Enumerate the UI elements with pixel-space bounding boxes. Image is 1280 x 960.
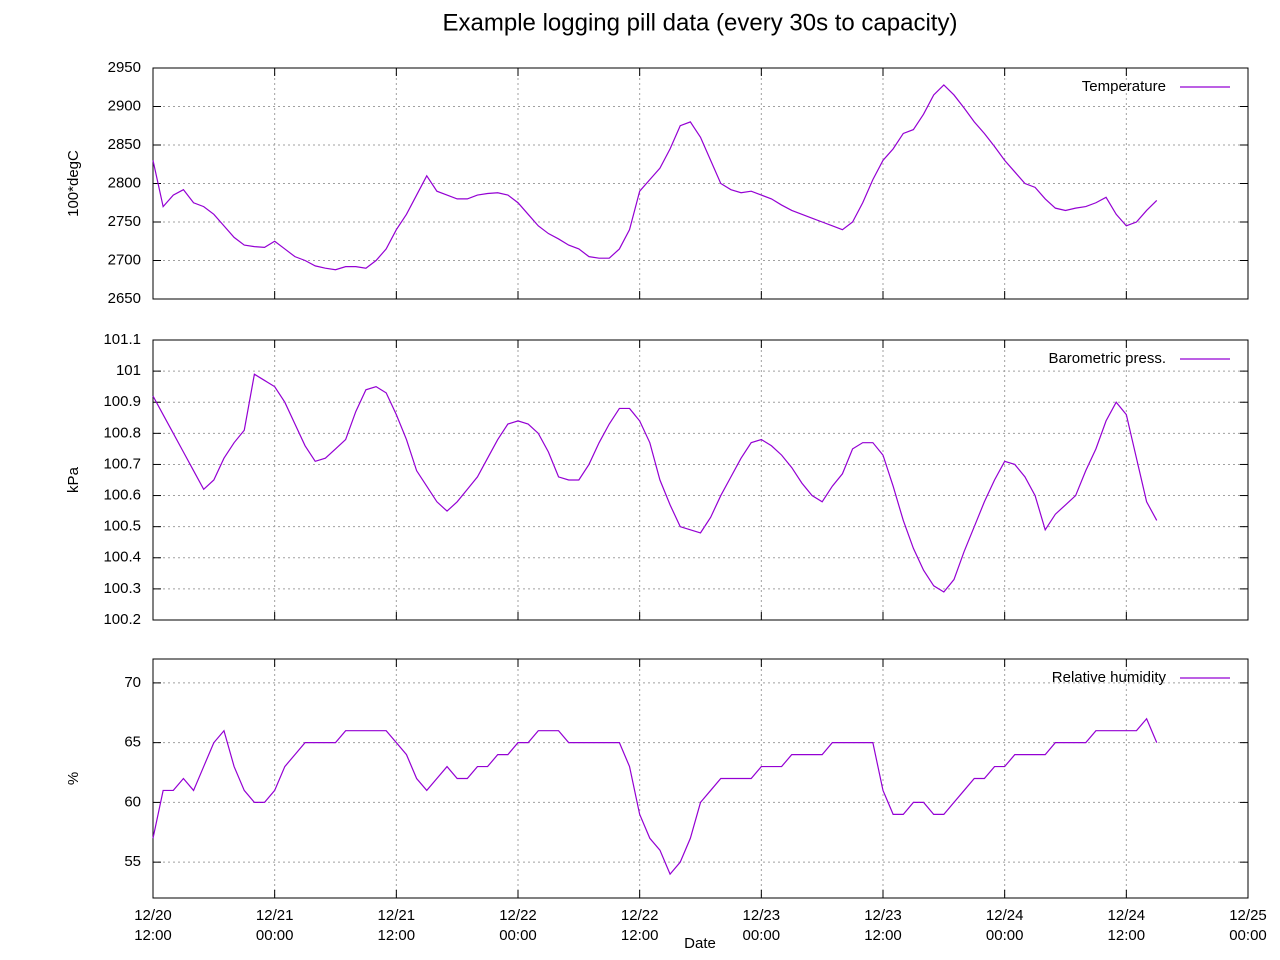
- y-tick-label: 100.6: [103, 487, 141, 504]
- y-axis-label: kPa: [65, 466, 82, 493]
- y-tick-label: 2750: [108, 213, 141, 230]
- plot-frame: [152, 67, 1249, 300]
- plot-frame: [152, 339, 1249, 621]
- y-tick-label: 100.8: [103, 424, 141, 441]
- y-tick-label: 2850: [108, 136, 141, 153]
- x-tick-label: 12/24 00:00: [986, 907, 1024, 944]
- legend-label: Relative humidity: [1052, 669, 1167, 686]
- series-line: [152, 373, 1158, 593]
- y-tick-label: 100.3: [103, 580, 141, 597]
- x-tick-label: 12/23 12:00: [864, 907, 902, 944]
- y-tick-label: 2900: [108, 97, 141, 114]
- x-tick-label: 12/21 12:00: [378, 907, 416, 944]
- series-line: [152, 717, 1158, 876]
- y-tick-label: 100.5: [103, 518, 141, 535]
- y-tick-label: 100.4: [103, 549, 141, 566]
- plot-frame: [152, 658, 1249, 899]
- y-tick-label: 2800: [108, 174, 141, 191]
- x-tick-label: 12/22 12:00: [621, 907, 659, 944]
- legend-label: Barometric press.: [1048, 350, 1166, 367]
- y-axis-label: %: [65, 772, 82, 785]
- y-tick-label: 100.2: [103, 611, 141, 628]
- series-line: [152, 84, 1158, 271]
- y-tick-label: 2700: [108, 251, 141, 268]
- y-tick-label: 2950: [108, 59, 141, 76]
- x-tick-label: 12/20 12:00: [134, 907, 172, 944]
- y-tick-label: 2650: [108, 290, 141, 307]
- y-tick-label: 70: [124, 674, 141, 691]
- y-tick-label: 55: [124, 853, 141, 870]
- x-tick-label: 12/22 00:00: [499, 907, 537, 944]
- x-tick-label: 12/21 00:00: [256, 907, 294, 944]
- y-tick-label: 101.1: [103, 331, 141, 348]
- y-tick-label: 100.9: [103, 393, 141, 410]
- y-tick-label: 60: [124, 793, 141, 810]
- y-tick-label: 100.7: [103, 455, 141, 472]
- y-tick-label: 65: [124, 734, 141, 751]
- y-tick-label: 101: [116, 362, 141, 379]
- figure-title: Example logging pill data (every 30s to …: [443, 9, 958, 36]
- legend-label: Temperature: [1082, 78, 1166, 95]
- x-tick-label: 12/24 12:00: [1108, 907, 1146, 944]
- y-axis-label: 100*degC: [65, 150, 82, 217]
- x-axis-label: Date: [684, 935, 716, 952]
- x-tick-label: 12/25 00:00: [1229, 907, 1267, 944]
- x-tick-label: 12/23 00:00: [743, 907, 781, 944]
